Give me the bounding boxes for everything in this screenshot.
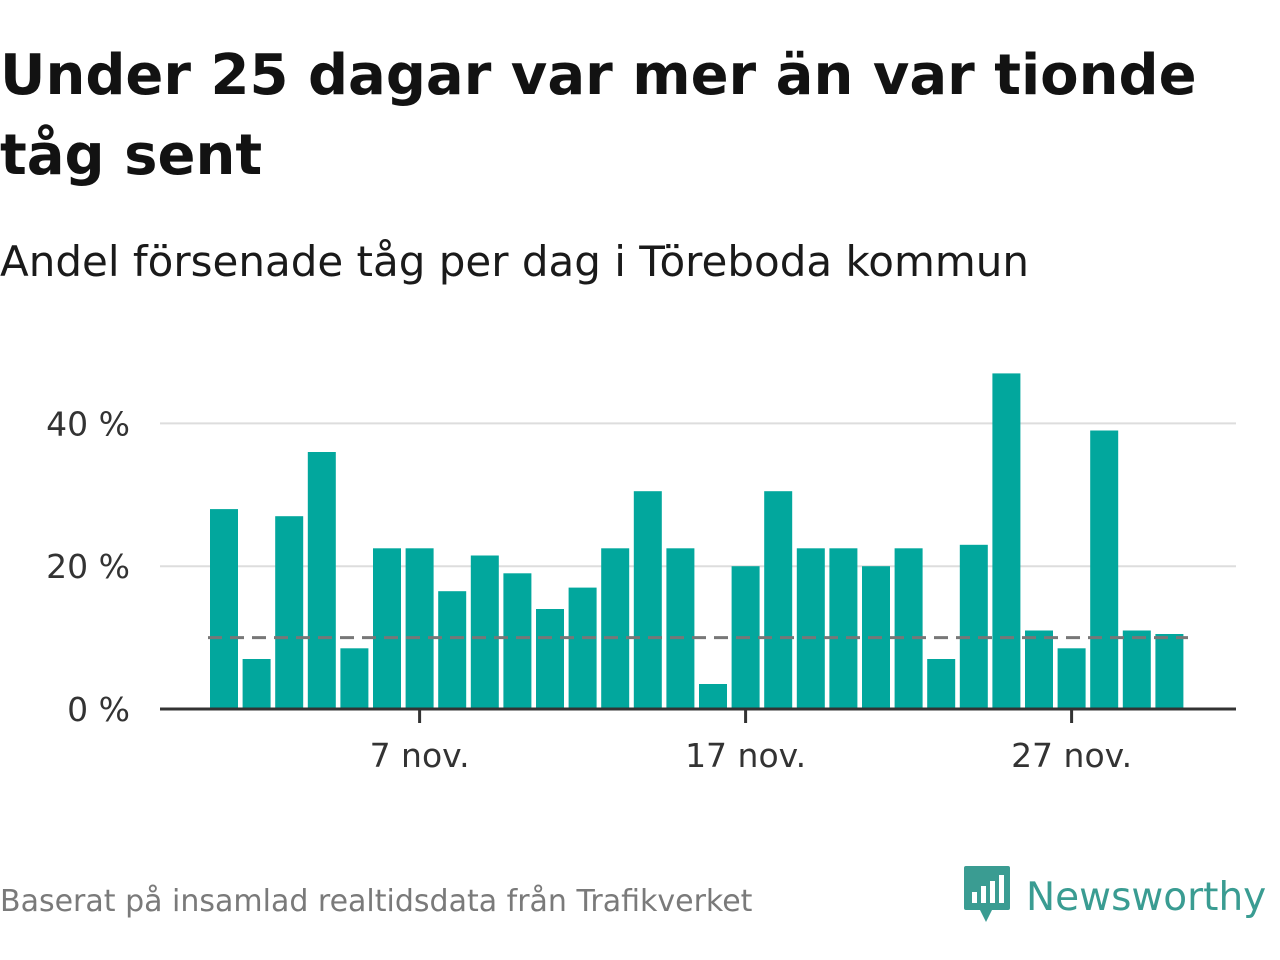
bar: 2023-11-24: 23 % xyxy=(959,544,988,709)
bar: 2023-11-09: 21.5 % xyxy=(470,555,499,709)
y-tick-label: 40 % xyxy=(46,404,130,443)
x-tick-label: 27 nov. xyxy=(1011,736,1132,775)
bar: 2023-11-27: 8.5 % xyxy=(1057,648,1086,709)
bar: 2023-11-15: 22.5 % xyxy=(666,548,695,709)
bar-chart: 0 % 20 % 40 % 2023-11-01: 28 %2023-11-02: … xyxy=(46,373,1236,775)
x-tick-label: 7 nov. xyxy=(370,736,470,775)
bar: 2023-11-02: 7 % xyxy=(242,659,271,709)
bar: 2023-11-23: 7 % xyxy=(927,659,956,709)
chart-subtitle: Andel försenade tåg per dag i Töreboda k… xyxy=(0,237,1030,286)
bar: 2023-11-04: 36 % xyxy=(307,452,336,709)
bar: 2023-11-28: 39 % xyxy=(1090,430,1119,709)
bar: 2023-11-18: 30.5 % xyxy=(764,491,793,709)
x-tick-label: 17 nov. xyxy=(685,736,806,775)
x-axis-tick-labels: 7 nov. 17 nov. 27 nov. xyxy=(370,709,1132,775)
bar: 2023-11-08: 16.5 % xyxy=(438,591,467,709)
y-tick-label: 20 % xyxy=(46,547,130,586)
bar: 2023-11-16: 3.5 % xyxy=(699,684,727,709)
bar: 2023-11-07: 22.5 % xyxy=(405,548,434,709)
bar: 2023-11-03: 27 % xyxy=(275,516,304,709)
bar: 2023-11-26: 11 % xyxy=(1025,630,1053,709)
brand-logo: Newsworthy xyxy=(962,864,1266,930)
grid-lines xyxy=(160,422,1236,568)
bar: 2023-11-29: 11 % xyxy=(1122,630,1151,709)
bar: 2023-11-05: 8.5 % xyxy=(340,648,369,709)
newsworthy-logo-icon xyxy=(962,864,1012,930)
bar: 2023-11-20: 22.5 % xyxy=(829,548,858,709)
y-tick-label: 0 % xyxy=(67,690,130,729)
chart-title: Under 25 dagar var mer än var tionde tåg… xyxy=(0,43,1197,188)
bar: 2023-11-11: 14 % xyxy=(536,609,564,709)
bar: 2023-11-25: 47 % xyxy=(992,373,1021,709)
bar: 2023-11-06: 22.5 % xyxy=(373,548,401,709)
bar: 2023-11-22: 22.5 % xyxy=(894,548,923,709)
bar: 2023-11-01: 28 % xyxy=(210,509,238,709)
bar: 2023-11-10: 19 % xyxy=(503,573,532,709)
brand-name: Newsworthy xyxy=(1026,874,1267,920)
bars: 2023-11-01: 28 %2023-11-02: 7 %2023-11-0… xyxy=(210,373,1184,709)
bar: 2023-11-13: 22.5 % xyxy=(601,548,630,709)
source-note: Baserat på insamlad realtidsdata från Tr… xyxy=(0,884,753,919)
bar: 2023-11-19: 22.5 % xyxy=(796,548,825,709)
y-axis-tick-labels: 0 % 20 % 40 % xyxy=(46,404,130,729)
bar: 2023-11-12: 17 % xyxy=(568,587,597,709)
bar: 2023-11-14: 30.5 % xyxy=(633,491,662,709)
bar: 2023-11-30: 10.5 % xyxy=(1155,634,1184,709)
